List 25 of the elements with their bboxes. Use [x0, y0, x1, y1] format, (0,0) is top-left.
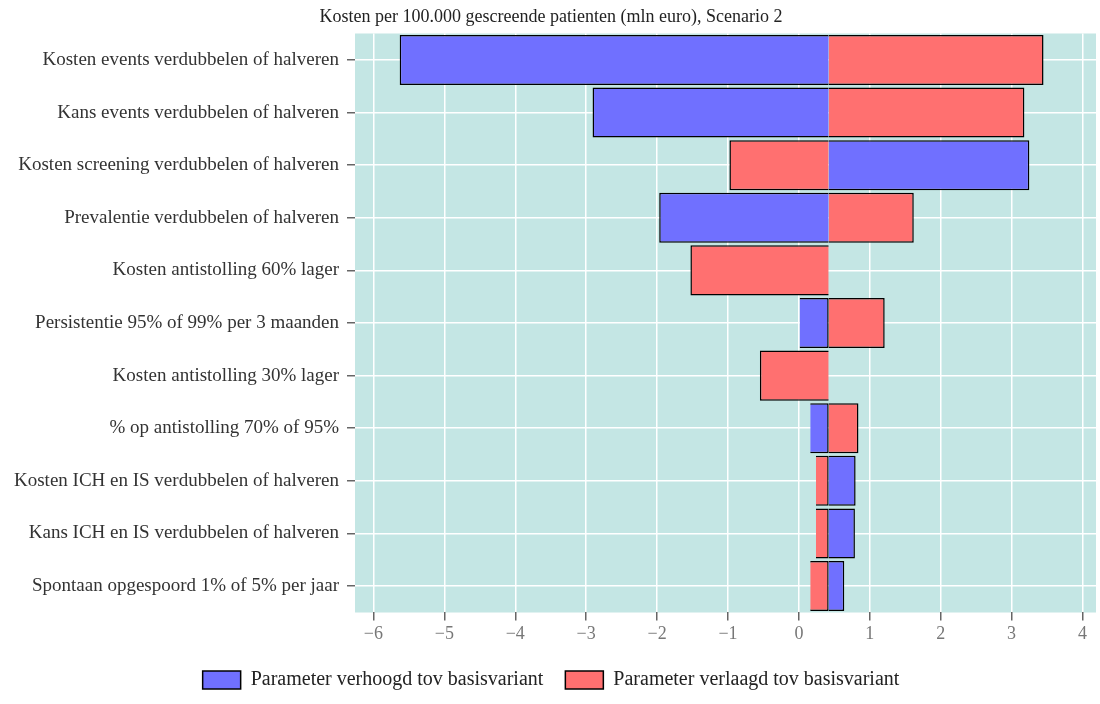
x-tick-label: 4 [1078, 622, 1088, 643]
y-tick-label: Kosten screening verdubbelen of halveren [18, 153, 340, 175]
legend-label: Parameter verlaagd tov basisvariant [613, 667, 900, 691]
x-tick-label: −4 [505, 622, 525, 643]
x-tick-label: 1 [865, 622, 875, 643]
y-tick-label: Kans ICH en IS verdubbelen of halveren [28, 521, 340, 543]
x-tick-label: −1 [718, 622, 738, 643]
x-tick-label: 2 [936, 622, 946, 643]
x-tick-label: 3 [1007, 622, 1017, 643]
legend-label: Parameter verhoogd tov basisvariant [250, 667, 544, 691]
y-tick-label: Kosten events verdubbelen of halveren [42, 47, 340, 69]
y-tick-label: Kosten antistolling 30% lager [112, 363, 340, 385]
x-tick-label: −5 [434, 622, 454, 643]
x-tick-label: −2 [647, 622, 667, 643]
y-tick-label: % op antistolling 70% of 95% [109, 416, 340, 438]
y-tick-label: Kans events verdubbelen of halveren [57, 100, 340, 122]
y-tick-label: Kosten antistolling 60% lager [112, 258, 340, 280]
y-tick-label: Kosten ICH en IS verdubbelen of halveren [14, 468, 340, 490]
x-tick-label: −3 [576, 622, 596, 643]
x-tick-label: −6 [363, 622, 384, 643]
y-tick-label: Persistentie 95% of 99% per 3 maanden [35, 310, 340, 332]
y-tick-label: Prevalentie verdubbelen of halveren [64, 205, 340, 227]
y-tick-label: Spontaan opgespoord 1% of 5% per jaar [31, 574, 340, 596]
chart-title: Kosten per 100.000 gescreende patienten (mln euro), Scenario 2 [319, 5, 783, 27]
x-tick-label: 0 [794, 622, 804, 643]
